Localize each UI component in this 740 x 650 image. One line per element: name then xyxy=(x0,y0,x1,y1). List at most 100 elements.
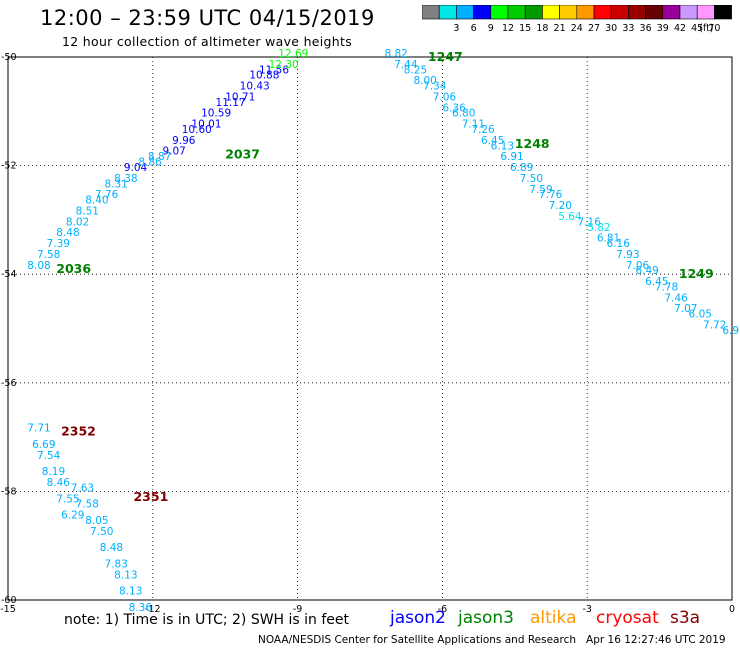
wave-height-reading: 7.50 xyxy=(520,173,543,185)
wave-height-reading: 8.25 xyxy=(404,64,427,76)
wave-height-reading: 6.05 xyxy=(689,309,712,321)
map-frame xyxy=(7,56,733,601)
wave-height-reading: 7.63 xyxy=(71,482,94,494)
wave-height-reading: 8.87 xyxy=(148,151,171,163)
colorbar-tick-label: 3 xyxy=(453,23,459,34)
pass-time-label: 2351 xyxy=(133,489,168,504)
wave-height-reading: 7.83 xyxy=(105,558,128,570)
colorbar-tick-label: 70 xyxy=(708,23,720,34)
altimeter-tracks: 8.087.587.398.488.028.518.407.768.318.38… xyxy=(27,48,739,614)
wave-height-reading: 8.02 xyxy=(66,216,89,228)
wave-height-reading: 10.88 xyxy=(249,70,279,82)
track-jason2: 8.087.587.398.488.028.518.407.768.318.38… xyxy=(27,48,308,276)
satellite-legend-s3a: s3a xyxy=(670,608,701,628)
wave-height-reading: 7.93 xyxy=(616,249,639,261)
wave-height-reading: 6.36 xyxy=(442,102,466,114)
lon-tick-label: -15 xyxy=(0,604,16,615)
wave-height-reading: 7.20 xyxy=(549,200,572,212)
colorbar-tick-label: 9 xyxy=(488,23,494,34)
lat-tick-label: -56 xyxy=(1,378,17,389)
wave-height-reading: 10.59 xyxy=(201,108,231,120)
wave-height-reading: 5.64 xyxy=(558,211,582,223)
wave-height-reading: 6.89 xyxy=(510,162,533,174)
track-s3a: 7.71 6.697.54 8.198.46 7.55 6.29 7.63 7.58 8.05… xyxy=(27,423,168,614)
wave-height-reading: 7.59 xyxy=(529,184,552,196)
wave-height-reading: 8.82 xyxy=(384,48,407,60)
wave-height-reading: 8.46 xyxy=(47,477,71,489)
map-title: 12:00 – 23:59 UTC 04/15/2019 xyxy=(40,6,375,30)
wave-height-reading: 8.36 xyxy=(129,602,153,614)
wave-height-reading: 9.96 xyxy=(172,135,196,147)
wave-height-reading: 6.69 xyxy=(32,439,55,451)
colorbar-bin xyxy=(714,5,732,20)
colorbar-tick-label: 21 xyxy=(554,23,566,34)
wave-height-reading: 6.9 xyxy=(722,325,739,337)
colorbar-tick-label: 36 xyxy=(640,23,652,34)
track-jason2: 8.827.448.258.007.347.066.366.807.117.26… xyxy=(384,48,739,337)
wave-height-reading: 10.43 xyxy=(240,81,270,93)
wave-height-reading: 7.76 xyxy=(539,189,563,201)
wave-height-reading: 11.56 xyxy=(259,64,289,76)
wave-height-reading: 6.45 xyxy=(481,135,504,147)
satellite-legend-altika: altika xyxy=(530,608,577,628)
satellite-legend-cryosat: cryosat xyxy=(596,608,659,628)
wave-height-reading: 5.82 xyxy=(587,222,610,234)
wave-height-reading: 8.13 xyxy=(119,586,142,598)
credit-text: NOAA/NESDIS Center for Satellite Applica… xyxy=(258,634,576,646)
wave-height-reading: 6.49 xyxy=(635,265,658,277)
wave-height-reading: 8.13 xyxy=(114,569,137,581)
wave-height-reading: 7.72 xyxy=(703,320,726,332)
colorbar-tick-label: 30 xyxy=(605,23,617,34)
wave-height-reading: 8.19 xyxy=(42,466,65,478)
wave-height-reading: 6.13 xyxy=(491,140,514,152)
lat-tick-label: -54 xyxy=(1,269,17,280)
colorbar-tick-label: 33 xyxy=(622,23,634,34)
wave-height-reading: 8.38 xyxy=(114,173,137,185)
wave-height-reading: 6.81 xyxy=(597,233,620,245)
wave-height-reading: 8.48 xyxy=(100,542,123,554)
colorbar-tick-label: 27 xyxy=(588,23,600,34)
map-axes: -15 -12 -9 -6 -3 0 -50 -52 -54 -56 -58 -60 xyxy=(0,52,735,615)
wave-height-reading: 8.86 xyxy=(138,157,162,169)
colorbar-unit: (ft) xyxy=(699,23,713,34)
wave-height-reading: 7.06 xyxy=(433,91,457,103)
wave-height-reading: 8.48 xyxy=(56,227,79,239)
lat-tick-label: -50 xyxy=(1,52,17,63)
satellite-legend-jason2: jason2 xyxy=(390,608,446,628)
wave-height-reading: 11.17 xyxy=(216,97,246,109)
satellite-legend-jason3: jason3 xyxy=(458,608,514,628)
colorbar-tick-label: 12 xyxy=(502,23,514,34)
wave-height-reading: 6.29 xyxy=(61,510,84,522)
wave-height-reading: 9.04 xyxy=(124,162,148,174)
lat-tick-label: -60 xyxy=(1,595,17,606)
wave-height-reading: 7.07 xyxy=(674,303,697,315)
wave-height-reading: 12.69 xyxy=(278,48,308,60)
wave-height-reading: 7.50 xyxy=(90,526,113,538)
wave-height-reading: 7.26 xyxy=(471,124,495,136)
wave-height-reading: 10.71 xyxy=(225,91,255,103)
wave-height-reading: 7.44 xyxy=(394,59,418,71)
wave-height-reading: 6.45 xyxy=(645,276,668,288)
wave-height-reading: 8.31 xyxy=(105,178,128,190)
wave-height-reading: 7.54 xyxy=(37,450,61,462)
pass-time-label: 2037 xyxy=(225,147,260,162)
wave-height-reading: 7.39 xyxy=(47,238,70,250)
wave-height-reading: 7.11 xyxy=(462,119,485,131)
wave-height-reading: 7.58 xyxy=(76,499,99,511)
wave-height-reading: 10.01 xyxy=(191,119,221,131)
wave-height-reading: 6.91 xyxy=(500,151,523,163)
wave-height-reading: 7.58 xyxy=(37,249,60,261)
lon-tick-label: -3 xyxy=(582,604,591,615)
wave-height-reading: 7.71 xyxy=(27,423,50,435)
wave-height-reading: 7.55 xyxy=(56,493,79,505)
wave-height-colorbar: 3 6 9 12 15 18 21 24 27 30 33 36 39 42 45 70(ft) xyxy=(422,5,732,34)
colorbar-tick-label: 42 xyxy=(674,23,686,34)
lon-tick-label: 0 xyxy=(729,604,735,615)
wave-height-reading: 7.34 xyxy=(423,81,447,93)
lon-tick-label: -9 xyxy=(293,604,302,615)
wave-height-reading: 6.16 xyxy=(607,238,631,250)
timestamp: Apr 16 12:27:46 UTC 2019 xyxy=(586,634,726,646)
lat-tick-label: -52 xyxy=(1,161,17,172)
pass-time-label: 2036 xyxy=(56,261,91,276)
